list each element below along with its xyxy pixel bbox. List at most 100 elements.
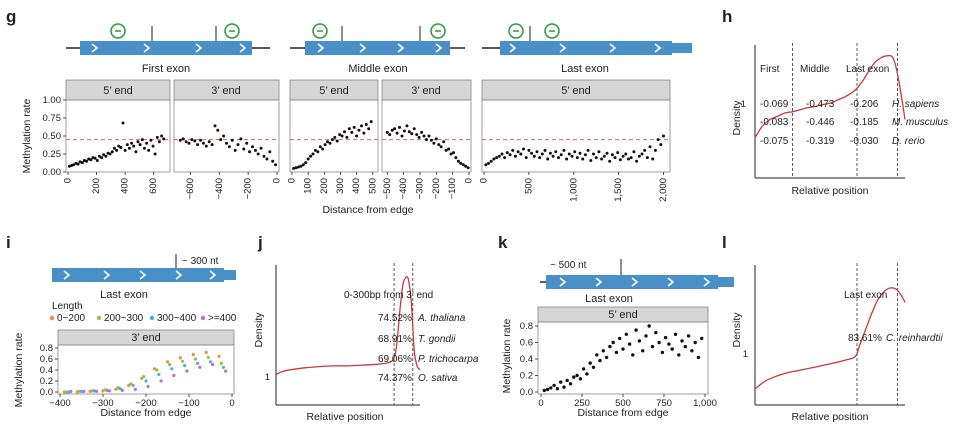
g-point <box>495 156 499 160</box>
j-row-2: 68.91% T. gondii <box>378 334 456 345</box>
g-point <box>393 127 397 131</box>
g-xtick-label: 400 <box>120 178 131 194</box>
i-point <box>206 355 210 359</box>
g-point <box>497 154 501 158</box>
g-point <box>142 146 146 150</box>
k-ytick-label: 0.6 <box>520 338 533 349</box>
g-point <box>253 148 257 152</box>
g-middle-exon-label: Middle exon <box>348 63 407 75</box>
i-legend-1: 0~200 <box>57 313 86 324</box>
k-gene-label: Last exon <box>585 293 633 305</box>
g-xlabel: Distance from edge <box>322 204 413 216</box>
h-row-2: -0.083 -0.446 -0.185 M. musculus <box>760 117 948 128</box>
g-facet-strips: 5’ end 3’ end 5’ end 3’ end 5’ end <box>65 79 671 101</box>
g-gene-first: First exon <box>66 23 270 75</box>
panel-letter-j: j <box>257 233 263 252</box>
g-point <box>466 166 470 170</box>
j-axes <box>275 265 420 406</box>
j-ylabel: Density <box>253 312 265 348</box>
k-point <box>650 344 655 349</box>
g-point <box>326 140 329 144</box>
i-point <box>142 375 146 379</box>
g-point <box>222 134 226 138</box>
l-species: C. reinhardtii <box>886 333 943 344</box>
g-point <box>385 130 389 134</box>
g-point <box>104 154 108 158</box>
k-point <box>591 365 596 369</box>
i-y-axis: 0.00.20.40.60.8 <box>40 343 58 398</box>
i-ylabel: Methylation rate <box>13 332 25 407</box>
k-point <box>559 380 563 384</box>
i-ytick-label: 0.4 <box>40 365 53 376</box>
g-point <box>551 154 555 158</box>
g-point <box>532 154 536 158</box>
i-xlabel: Distance from edge <box>100 407 191 419</box>
g-point <box>487 161 490 165</box>
g-point <box>132 144 136 148</box>
h-region-boundaries <box>792 43 898 178</box>
g-point <box>117 144 121 148</box>
g-point <box>527 148 531 152</box>
k-point <box>585 372 589 376</box>
j-row-1: 74.52% A. thaliana <box>378 313 466 324</box>
g-point <box>621 154 625 158</box>
g-xtick-label: 200 <box>91 178 102 194</box>
g-point <box>162 137 166 141</box>
g-point <box>402 129 406 133</box>
k-point <box>549 386 553 390</box>
g-point <box>629 156 633 160</box>
g-facet-frames <box>65 99 671 173</box>
g-xtick-label: 300 <box>335 178 346 194</box>
k-point <box>667 342 671 346</box>
k-point <box>611 340 615 345</box>
g-point <box>364 123 368 126</box>
h-xlabel: Relative position <box>791 185 868 197</box>
k-ylabel: Methylation rate <box>501 318 513 393</box>
g-middle-marker-1 <box>312 23 328 39</box>
k-point <box>604 355 609 360</box>
k-point <box>634 328 638 332</box>
k-point <box>581 367 586 371</box>
g-point <box>513 154 517 158</box>
panel-letter-i: i <box>6 233 11 252</box>
k-point <box>565 378 569 383</box>
i-point <box>178 356 182 360</box>
g-point <box>570 154 574 158</box>
g-point <box>213 124 217 128</box>
g-first-chevrons <box>91 43 247 53</box>
g-ytick-label: 1.00 <box>43 95 62 106</box>
g-point <box>323 143 327 147</box>
g-point <box>425 138 428 142</box>
g-point <box>420 130 424 134</box>
g-ytick-label: 0.50 <box>43 131 62 142</box>
k-point <box>624 332 628 336</box>
g-point <box>227 145 231 149</box>
g-facet-title-3: 5’ end <box>319 85 349 97</box>
g-point <box>265 157 269 161</box>
i-xtick-label: −400 <box>49 398 70 409</box>
g-point <box>121 121 125 125</box>
i-legend-dot-4 <box>200 315 206 321</box>
g-ylabel: Methylation rate <box>21 98 33 173</box>
g-point <box>645 156 649 160</box>
g-point <box>333 135 337 139</box>
i-point <box>133 387 137 391</box>
g-first-exon-label: First exon <box>142 63 190 75</box>
g-point <box>316 150 320 154</box>
g-point <box>447 147 451 151</box>
g-point <box>343 130 346 134</box>
h-row-2-species: M. musculus <box>892 117 948 128</box>
g-point <box>119 146 123 149</box>
g-last-exon-label: Last exon <box>561 63 609 75</box>
g-point <box>362 131 366 135</box>
k-point <box>627 342 632 346</box>
g-point <box>155 135 159 139</box>
g-point <box>405 124 409 128</box>
g-point <box>592 152 595 156</box>
g-point <box>407 130 411 134</box>
j-ytick-1: 1 <box>265 372 270 383</box>
g-xtick-label: −200 <box>243 178 254 199</box>
g-point <box>557 156 560 160</box>
g-point <box>605 151 609 155</box>
